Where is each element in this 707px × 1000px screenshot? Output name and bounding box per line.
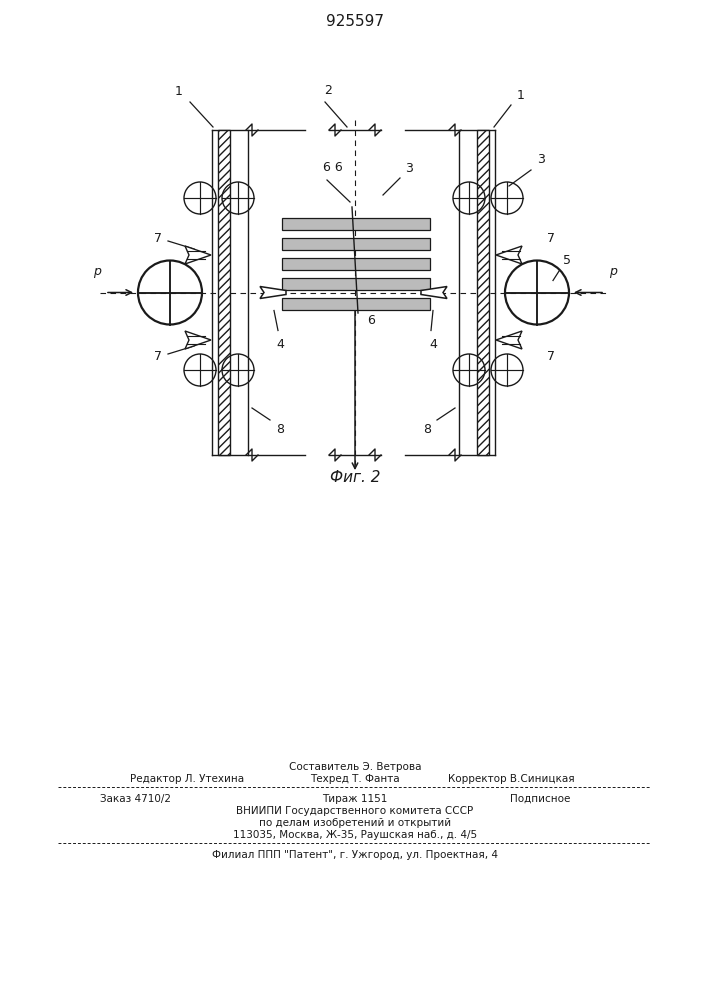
Text: ВНИИПИ Государственного комитета СССР: ВНИИПИ Государственного комитета СССР xyxy=(236,806,474,816)
Text: Заказ 4710/2: Заказ 4710/2 xyxy=(100,794,171,804)
Text: 7: 7 xyxy=(547,232,555,244)
Polygon shape xyxy=(185,246,211,264)
Bar xyxy=(282,298,430,310)
Text: Тираж 1151: Тираж 1151 xyxy=(322,794,387,804)
Polygon shape xyxy=(421,286,447,298)
Polygon shape xyxy=(185,331,211,349)
Text: 925597: 925597 xyxy=(326,14,384,29)
Bar xyxy=(282,258,430,270)
Text: Подписное: Подписное xyxy=(510,794,570,804)
Polygon shape xyxy=(496,246,522,264)
Text: 5: 5 xyxy=(563,253,571,266)
Bar xyxy=(282,278,430,290)
Text: 4: 4 xyxy=(429,338,437,351)
Text: 3: 3 xyxy=(405,162,413,175)
Bar xyxy=(282,218,430,230)
Text: 7: 7 xyxy=(154,351,162,363)
Text: 4: 4 xyxy=(276,338,284,351)
Text: 8: 8 xyxy=(276,423,284,436)
Text: 6 6: 6 6 xyxy=(323,161,343,174)
Text: 6: 6 xyxy=(367,314,375,327)
Bar xyxy=(282,238,430,250)
Text: Корректор В.Синицкая: Корректор В.Синицкая xyxy=(448,774,575,784)
Bar xyxy=(477,130,489,455)
Polygon shape xyxy=(496,331,522,349)
Text: Филиал ППП "Патент", г. Ужгород, ул. Проектная, 4: Филиал ППП "Патент", г. Ужгород, ул. Про… xyxy=(212,850,498,860)
Polygon shape xyxy=(260,286,286,298)
Text: 1: 1 xyxy=(175,85,183,98)
Text: 113035, Москва, Ж-35, Раушская наб., д. 4/5: 113035, Москва, Ж-35, Раушская наб., д. … xyxy=(233,830,477,840)
Text: Техред Т. Фанта: Техред Т. Фанта xyxy=(310,774,400,784)
Text: p: p xyxy=(609,265,617,278)
Text: 1: 1 xyxy=(517,89,525,102)
Text: 8: 8 xyxy=(423,423,431,436)
Text: 2: 2 xyxy=(324,84,332,97)
Text: 7: 7 xyxy=(154,232,162,244)
Text: Фиг. 2: Фиг. 2 xyxy=(329,471,380,486)
Text: 7: 7 xyxy=(547,351,555,363)
Text: Составитель Э. Ветрова: Составитель Э. Ветрова xyxy=(288,762,421,772)
Text: p: p xyxy=(93,265,101,278)
Text: Редактор Л. Утехина: Редактор Л. Утехина xyxy=(130,774,244,784)
Bar xyxy=(218,130,230,455)
Text: по делам изобретений и открытий: по делам изобретений и открытий xyxy=(259,818,451,828)
Text: 3: 3 xyxy=(537,153,545,166)
